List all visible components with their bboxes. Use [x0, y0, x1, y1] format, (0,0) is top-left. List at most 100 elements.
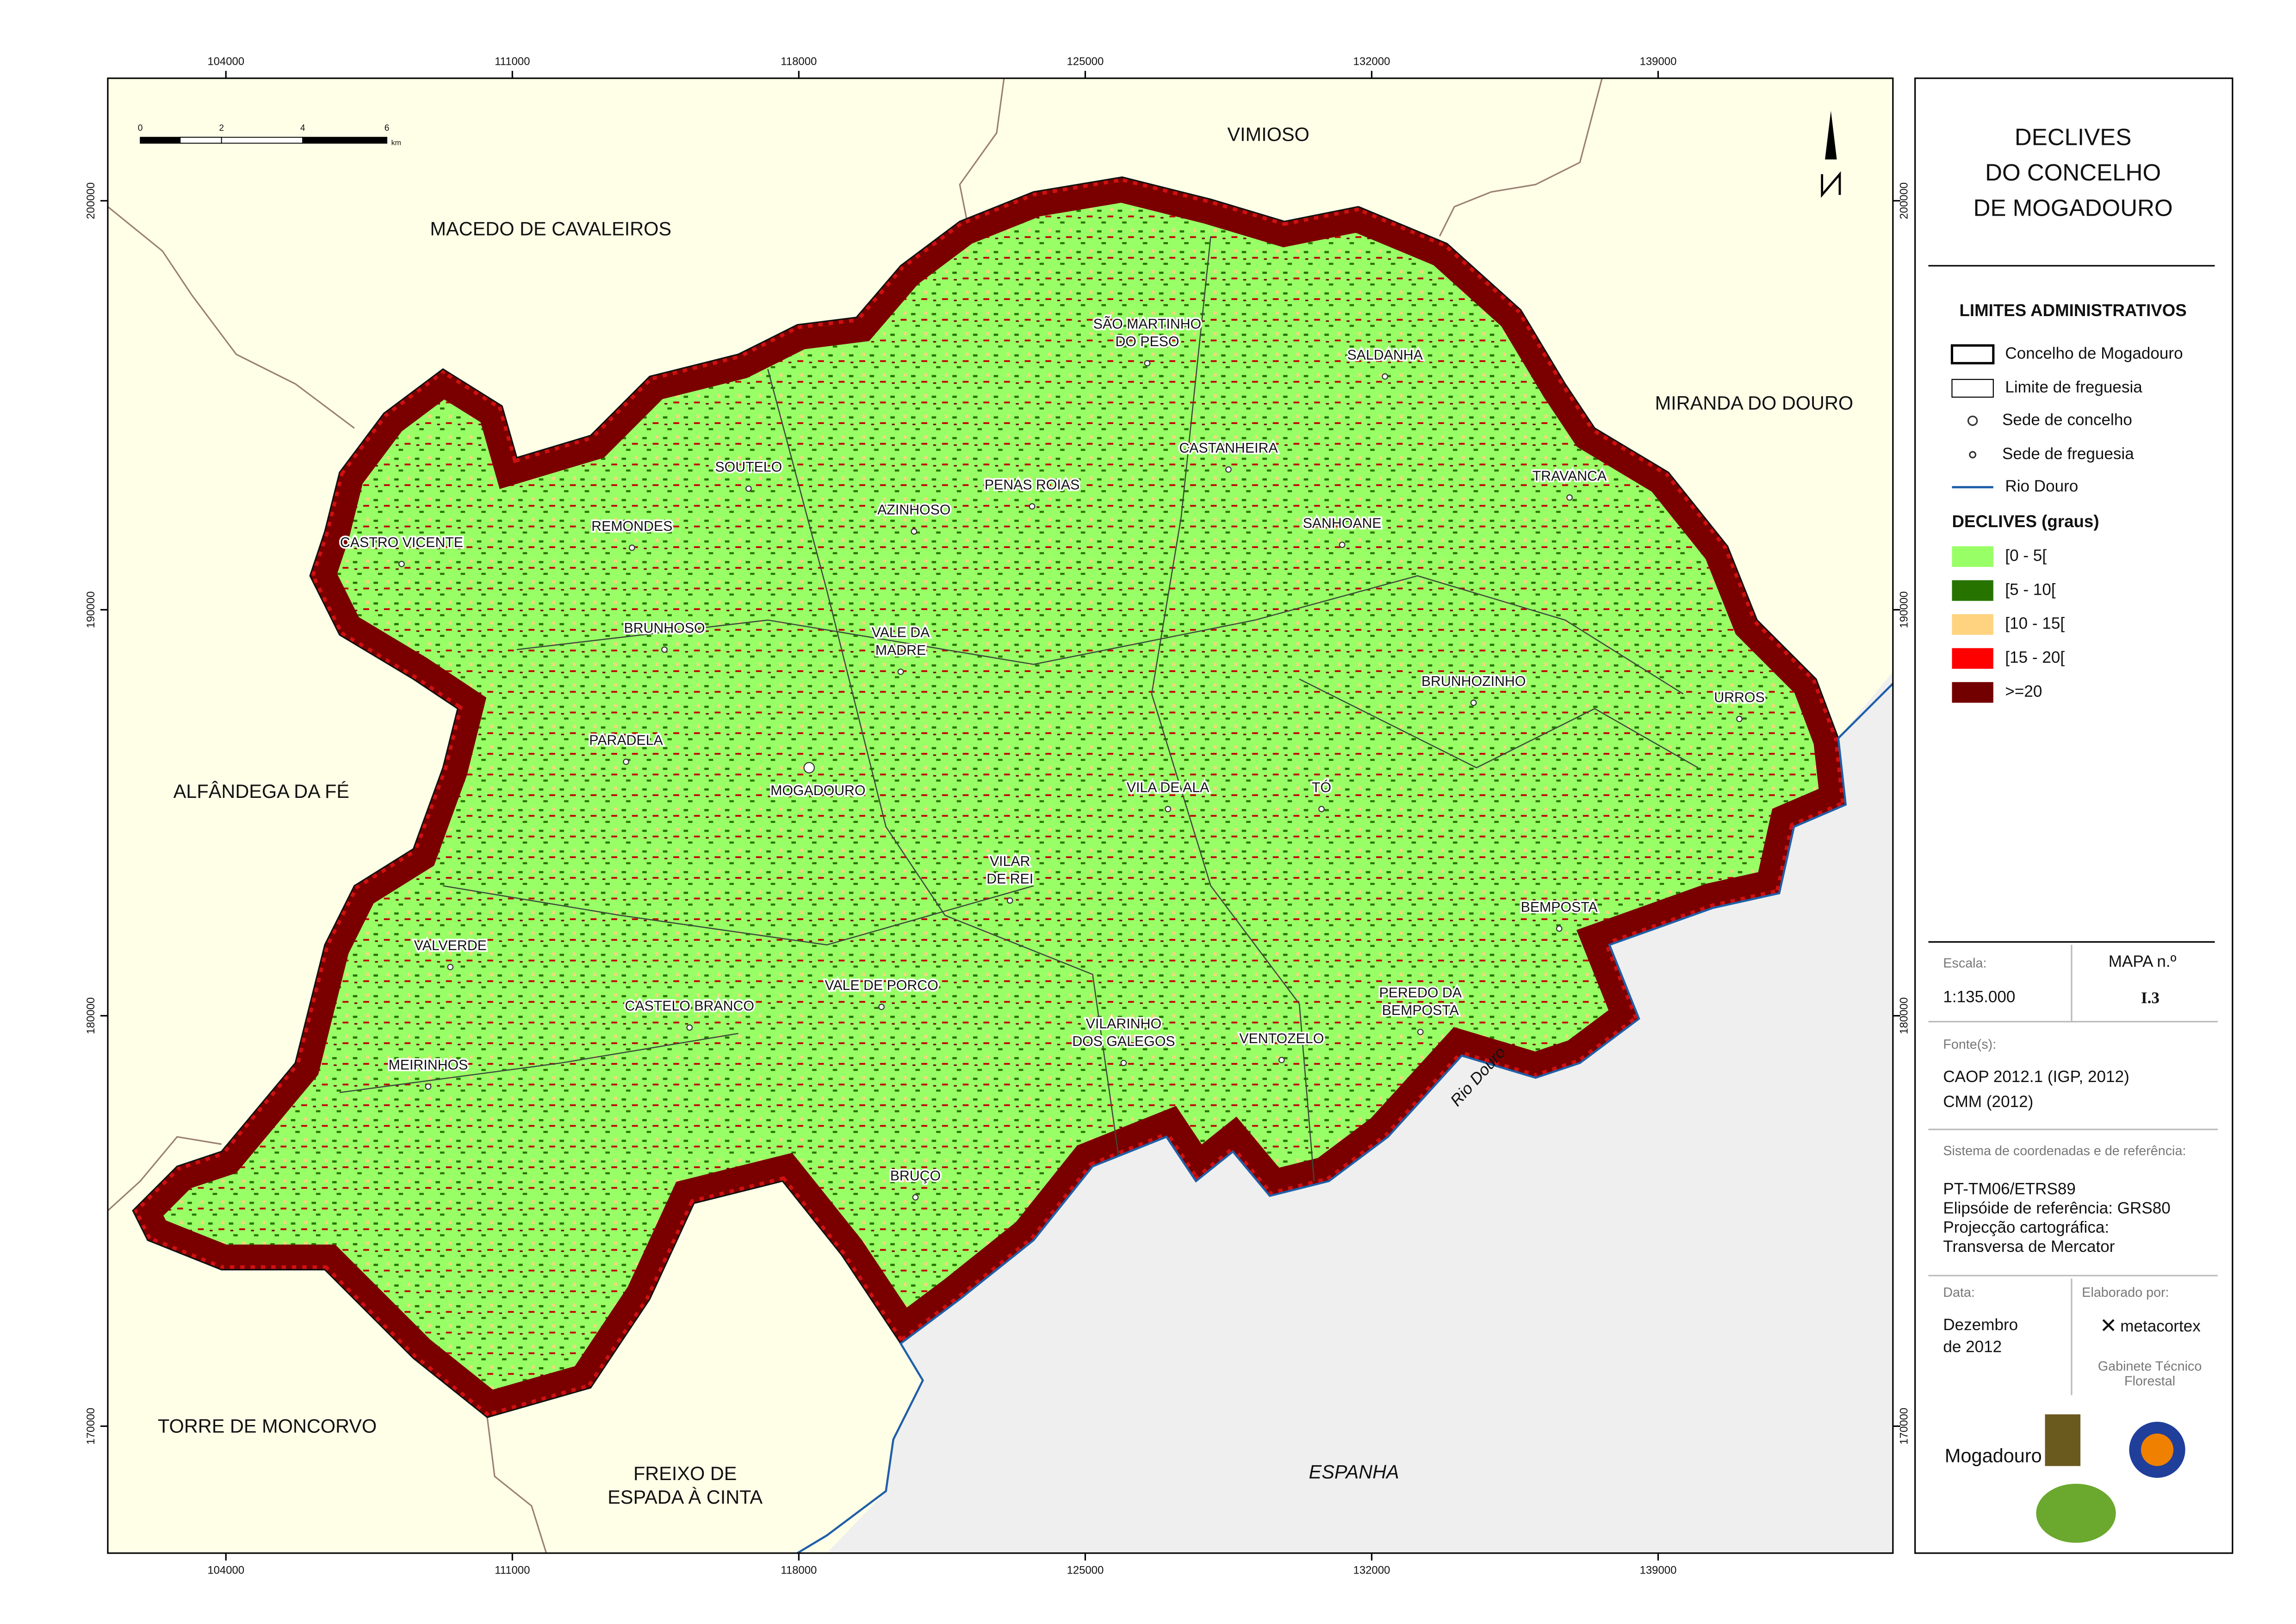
parish-label: VALE DE PORCO: [825, 978, 938, 993]
parish-label: VENTOZELO: [1239, 1031, 1324, 1046]
parish-label: PARADELA: [589, 733, 663, 748]
x-tick-label: 104000: [207, 55, 244, 68]
x-tick-label: 125000: [1067, 55, 1104, 68]
scale-unit: km: [391, 139, 401, 147]
parish-label: SÃO MARTINHO: [1093, 316, 1201, 332]
parish-label: DOS GALEGOS: [1072, 1034, 1175, 1049]
parish-seat: [911, 528, 918, 535]
legend-symbol: [1950, 344, 1995, 365]
scale-tick: 4: [300, 124, 305, 133]
municipality-area: [133, 177, 1846, 1418]
parish-seat: [1278, 1057, 1285, 1064]
parish-label: VILA DE ALA: [1127, 780, 1210, 795]
parish-seat: [1144, 360, 1151, 367]
legend-swatch: [1952, 614, 1993, 635]
legend-label: Sede de concelho: [2002, 411, 2132, 429]
y-tick-label: 180000: [85, 997, 97, 1034]
neighbor-label: MACEDO DE CAVALEIROS: [430, 218, 671, 240]
scale-segment: [302, 137, 387, 144]
spain-area: [826, 672, 1893, 1553]
parish-seat: [1225, 466, 1232, 473]
neighbor-label: MIRANDA DO DOURO: [1655, 392, 1854, 414]
legend-label: [10 - 15[: [2005, 615, 2065, 633]
parish-label: BEMPOSTA: [1521, 900, 1598, 915]
parish-seat: [1417, 1028, 1424, 1035]
douro-river: [796, 683, 1893, 1553]
parish-label: BEMPOSTA: [1382, 1003, 1459, 1018]
parish-seat: [1339, 541, 1346, 548]
neighbor-label: ESPADA À CINTA: [608, 1486, 763, 1508]
parish-boundaries: [339, 236, 1699, 1182]
scale-segment: [221, 137, 304, 144]
legend-panel: [1914, 77, 2234, 1554]
parish-label: SOUTELO: [715, 460, 782, 475]
legend-label: [0 - 5[: [2005, 547, 2047, 565]
parish-seat: [628, 544, 635, 551]
parish-label: BRUÇO: [890, 1168, 941, 1183]
parish-label: TRAVANCA: [1533, 468, 1607, 484]
x-tick-label: 118000: [781, 1564, 817, 1576]
legend-symbol: [1951, 379, 1994, 398]
legend-symbol: [1969, 451, 1977, 459]
parish-label: VILARINHO: [1086, 1016, 1161, 1032]
parish-label: VILAR: [990, 854, 1030, 869]
legend-label: Rio Douro: [2005, 477, 2078, 495]
parish-label: MADRE: [875, 643, 926, 658]
y-tick-label: 170000: [85, 1408, 97, 1445]
info-text: 1:135.000: [1943, 988, 2015, 1006]
parish-label: CASTELO BRANCO: [625, 999, 754, 1014]
parish-label: PEREDO DA: [1379, 985, 1462, 1001]
parish-seat: [1382, 373, 1389, 380]
legend-label: Sede de freguesia: [2002, 445, 2134, 463]
x-tick-label: 139000: [1640, 55, 1677, 68]
x-tick-label: 104000: [207, 1564, 244, 1576]
parish-label: CASTRO VICENTE: [340, 535, 463, 550]
parish-seat: [661, 646, 668, 653]
municipal-borders: [107, 78, 1603, 1553]
legend-heading: LIMITES ADMINISTRATIVOS: [1960, 301, 2187, 320]
info-text: Data:: [1943, 1285, 1975, 1300]
scale-tick: 6: [385, 124, 390, 133]
parish-seat: [1470, 699, 1477, 706]
x-tick-label: 139000: [1640, 1564, 1677, 1576]
map-title: DECLIVES: [2015, 124, 2131, 150]
parish-label: BRUNHOZINHO: [1421, 674, 1526, 689]
info-text: PT-TM06/ETRS89: [1943, 1180, 2076, 1198]
north-arrow: [1821, 111, 1841, 198]
info-text: Transversa de Mercator: [1943, 1238, 2115, 1256]
parish-label: VALE DA: [872, 625, 931, 641]
info-text: Elaborado por:: [2082, 1285, 2169, 1300]
parish-seat: [897, 668, 904, 675]
parish-seat: [1556, 925, 1563, 932]
info-text: Florestal: [2124, 1374, 2175, 1388]
info-text: Projecção cartográfica:: [1943, 1218, 2109, 1236]
parish-seat: [912, 1194, 919, 1201]
parish-seat: [425, 1083, 432, 1090]
parish-seat: [1029, 503, 1036, 510]
parish-label: REMONDES: [591, 519, 672, 534]
y-tick-label: 200000: [85, 182, 97, 219]
legend-label: [15 - 20[: [2005, 648, 2065, 666]
info-text: I.3: [2141, 989, 2159, 1007]
x-tick-label: 132000: [1353, 1564, 1390, 1576]
parish-label: VALVERDE: [414, 938, 487, 953]
parish-label: TÓ: [1312, 780, 1331, 795]
info-text: Sistema de coordenadas e de referência:: [1943, 1144, 2186, 1158]
x-tick-label: 118000: [781, 55, 817, 68]
parish-seat: [1120, 1059, 1127, 1066]
parish-label: DE REI: [987, 871, 1033, 887]
info-text: Escala:: [1943, 956, 1986, 971]
info-text: Dezembro: [1943, 1316, 2018, 1334]
info-text: CAOP 2012.1 (IGP, 2012): [1943, 1068, 2129, 1086]
legend-label: >=20: [2005, 682, 2042, 700]
legend-symbol: [1967, 415, 1978, 426]
info-text: Fonte(s):: [1943, 1037, 1996, 1052]
legend-label: Limite de freguesia: [2005, 378, 2142, 396]
scale-tick: 0: [138, 124, 143, 133]
parish-label: URROS: [1714, 690, 1764, 705]
logo-text: Mogadouro: [1945, 1444, 2042, 1466]
neighbor-label: ESPANHA: [1309, 1461, 1399, 1483]
legend-label: [5 - 10[: [2005, 580, 2055, 598]
parish-label: MOGADOURO: [770, 783, 865, 798]
